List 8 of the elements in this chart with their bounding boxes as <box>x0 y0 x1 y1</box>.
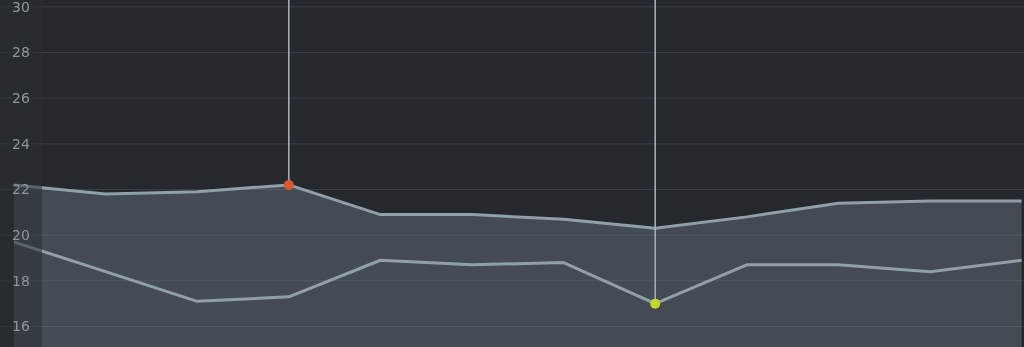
y-tick-label: 18 <box>12 272 30 289</box>
y-tick-label: 16 <box>12 318 30 335</box>
y-tick-label: 20 <box>12 227 30 244</box>
y-tick-label: 28 <box>12 44 30 61</box>
y-tick-label: 30 <box>12 0 30 15</box>
y-tick-label: 22 <box>12 181 30 198</box>
y-tick-label: 24 <box>12 135 30 152</box>
y-tick-label: 26 <box>12 90 30 107</box>
